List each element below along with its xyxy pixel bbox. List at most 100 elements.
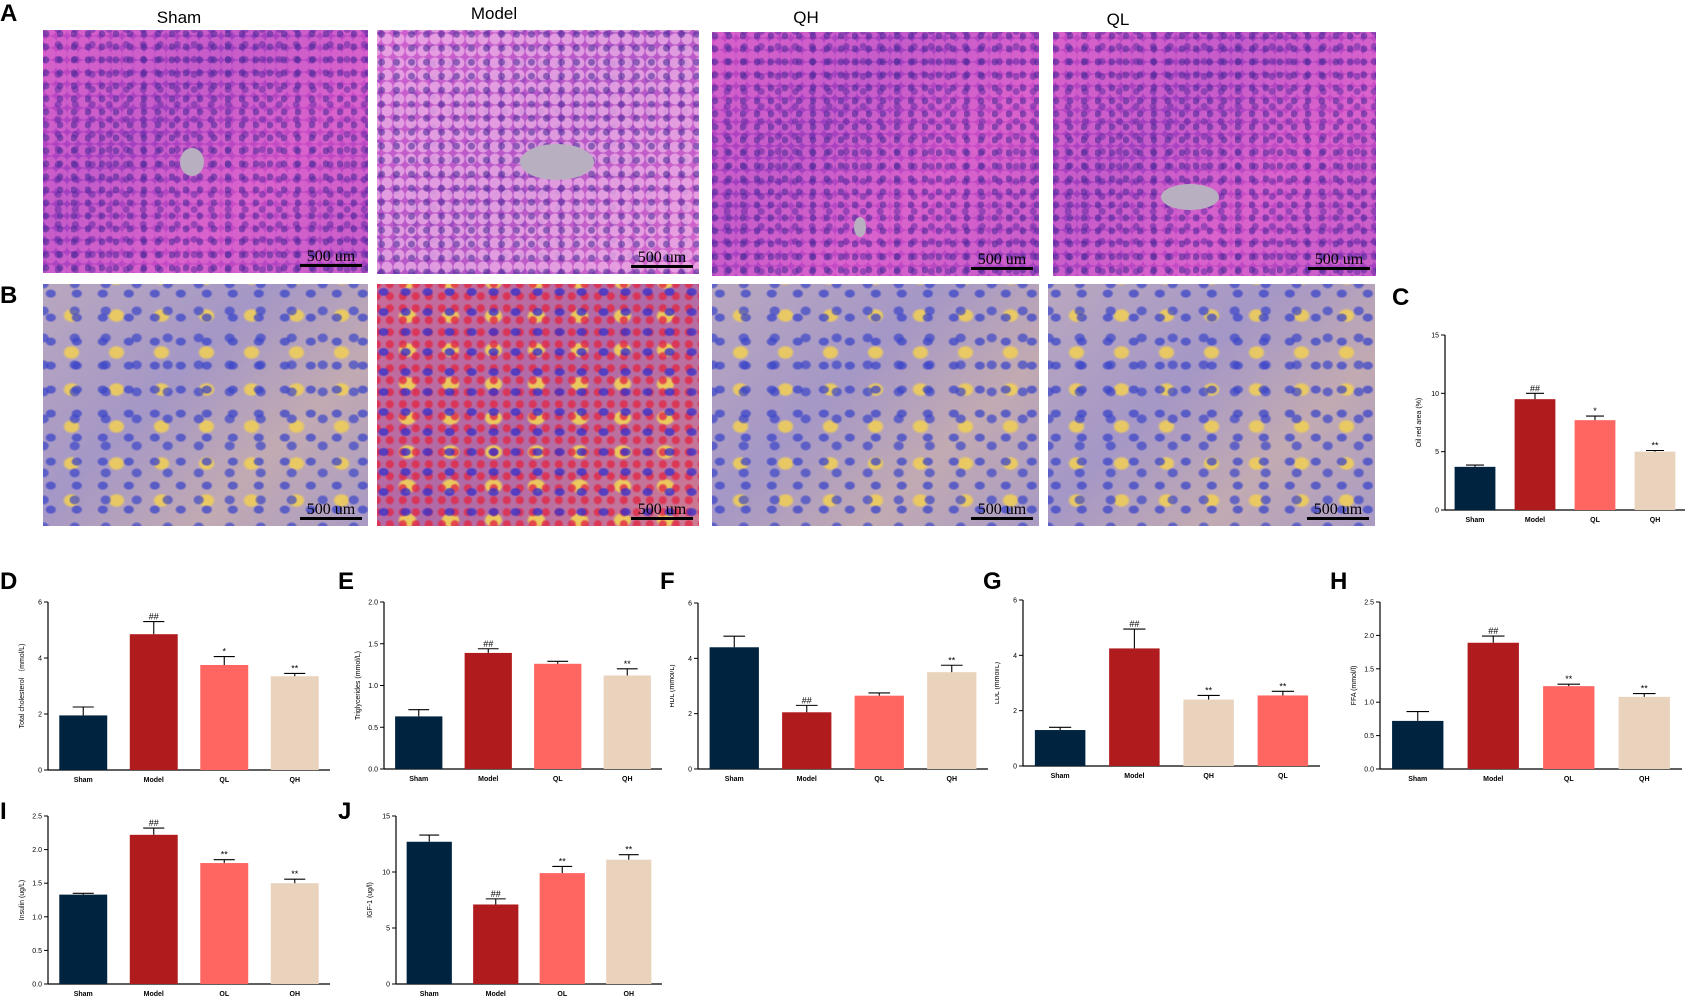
panel-letter-b: B (0, 282, 18, 309)
category-label: Sham (1465, 517, 1484, 524)
y-tick-label: 0.0 (32, 982, 42, 989)
significance-label: ** (1279, 681, 1287, 691)
significance-label: ## (483, 639, 493, 649)
bar-ql (539, 873, 585, 984)
category-label: Sham (1408, 776, 1427, 783)
panel-letter-j: J (338, 798, 352, 825)
significance-label: ** (1641, 684, 1649, 694)
category-label: QH (1650, 517, 1661, 524)
y-tick-label: 2.0 (1364, 633, 1374, 640)
category-label: QL (1278, 773, 1288, 780)
y-tick-label: 2 (38, 712, 42, 719)
bar-qh (606, 859, 652, 984)
y-tick-label: 4 (38, 656, 42, 663)
panel-letter-h: H (1330, 568, 1348, 595)
bar-qh (603, 675, 651, 769)
category-label: QH (290, 777, 301, 784)
panel-letter-g: G (983, 568, 1002, 595)
y-tick-label: 2 (1013, 708, 1017, 715)
category-label: Sham (74, 777, 93, 784)
category-label: Model (1483, 776, 1503, 783)
y-tick-label: 2.0 (32, 847, 42, 854)
category-label: Model (486, 991, 506, 996)
scale-bar: 500 um (631, 501, 693, 520)
bar-ql (1257, 695, 1309, 766)
y-tick-label: 5 (1435, 449, 1439, 456)
scale-bar: 500 um (300, 501, 362, 520)
significance-label: ## (1530, 383, 1540, 393)
bar-qh (1634, 451, 1676, 510)
significance-label: ** (559, 856, 567, 866)
y-tick-label: 2 (688, 711, 692, 718)
category-label: QH (622, 776, 633, 783)
bar-model (464, 652, 512, 769)
y-tick-label: 4 (1013, 653, 1017, 660)
central-vein (854, 217, 866, 237)
significance-label: ** (291, 663, 299, 673)
scale-bar: 500 um (971, 501, 1033, 520)
y-tick-label: 0 (38, 768, 42, 775)
oil-red-image-sham: 500 um (43, 284, 368, 526)
oil-red-image-ql: 500 um (1048, 284, 1375, 526)
category-label: Sham (74, 991, 93, 996)
bar-qh (270, 883, 319, 984)
chart-ldl: 0 2 4 6 LDL (mmol/L) Sham ## Model ** QH ** QL (995, 598, 1320, 780)
y-tick-label: 10 (1431, 391, 1439, 398)
significance-label: ## (149, 818, 159, 828)
bar-model (129, 834, 178, 984)
image-title-sham: Sham (156, 8, 202, 27)
he-image-sham: 500 um (43, 30, 368, 273)
y-tick-label: 1.0 (32, 914, 42, 921)
y-axis-label: FFA (mmol/l) (1351, 666, 1358, 706)
he-image-qh: 500 um (712, 32, 1039, 276)
scale-bar: 500 um (631, 249, 693, 268)
y-axis-label: Total cholesterol （mmol/L) (18, 644, 26, 729)
panel-letter-i: I (0, 798, 7, 825)
y-tick-label: 0.0 (1364, 767, 1374, 774)
category-label: QH (1203, 773, 1214, 780)
central-vein (1161, 184, 1219, 210)
significance-label: ** (948, 655, 956, 665)
y-tick-label: 1.0 (1364, 700, 1374, 707)
significance-label: ## (149, 612, 159, 622)
category-label: QL (553, 776, 563, 783)
y-tick-label: 0.5 (32, 948, 42, 955)
bar-sham (59, 715, 108, 770)
scale-bar: 500 um (1307, 501, 1369, 520)
bar-model (129, 634, 178, 770)
significance-label: ** (1651, 441, 1659, 451)
category-label: Model (1525, 517, 1545, 524)
y-axis-label: HDL (mmol/L) (670, 664, 676, 707)
oil-red-image-model: 500 um (377, 284, 699, 526)
category-label: Model (144, 991, 164, 996)
category-label: QH (290, 991, 301, 996)
panel-letter-e: E (338, 568, 355, 595)
bar-sham (709, 647, 759, 769)
bar-ql (1543, 686, 1595, 769)
chart-total-cholesterol: 0 2 4 6 Total cholesterol （mmol/L) Sham ## Mode… (18, 600, 330, 784)
y-tick-label: 6 (1013, 598, 1017, 605)
bar-ql (1574, 420, 1616, 510)
category-label: Model (797, 776, 817, 783)
bar-sham (395, 716, 443, 769)
significance-label: ** (221, 850, 229, 860)
category-label: QL (874, 776, 884, 783)
bar-qh (927, 672, 977, 769)
significance-label: ## (491, 889, 501, 899)
bar-sham (1034, 730, 1086, 766)
image-title-ql: QL (1106, 10, 1130, 29)
scale-bar: 500 um (300, 248, 362, 267)
panel-letter-d: D (0, 568, 18, 595)
y-tick-label: 1.5 (368, 641, 378, 648)
category-label: Model (1124, 773, 1144, 780)
bar-qh (270, 676, 319, 770)
significance-label: ** (1565, 674, 1573, 684)
category-label: Sham (1051, 773, 1070, 780)
significance-label: ## (1488, 626, 1498, 636)
y-tick-label: 0 (386, 982, 390, 989)
chart-insulin: 0.0 0.5 1.0 1.5 2.0 2.5 Insulin (ug/L) Sham ## Mo… (19, 814, 330, 996)
y-tick-label: 4 (688, 656, 692, 663)
bar-ql (854, 695, 904, 769)
bar-ql (534, 663, 582, 769)
y-tick-label: 1.0 (368, 683, 378, 690)
